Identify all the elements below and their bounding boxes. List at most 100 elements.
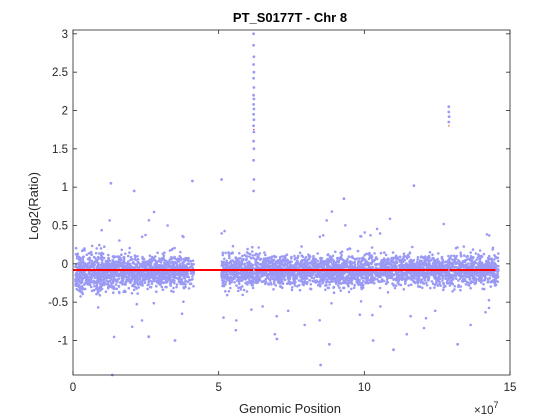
data-point [106, 259, 109, 263]
data-point [311, 264, 315, 268]
data-point [76, 283, 80, 287]
data-point [98, 266, 101, 270]
data-point [173, 339, 177, 342]
data-point [105, 282, 109, 286]
data-point [83, 249, 86, 252]
data-point [133, 278, 137, 282]
data-point [182, 300, 185, 304]
data-point [309, 271, 313, 275]
data-point [241, 278, 244, 282]
data-point [429, 286, 432, 290]
data-point [323, 275, 326, 278]
data-point [126, 261, 129, 265]
data-point [186, 280, 190, 284]
data-point [102, 256, 106, 260]
data-point [351, 265, 355, 269]
data-point [139, 280, 142, 283]
data-point [326, 280, 329, 283]
data-point [79, 285, 82, 289]
data-point [272, 254, 276, 258]
data-point [353, 257, 357, 261]
data-point [158, 270, 161, 274]
data-point [230, 273, 234, 276]
data-point [88, 275, 92, 278]
data-point [269, 256, 273, 260]
data-point [377, 279, 380, 283]
data-point [276, 259, 279, 263]
data-point [240, 261, 244, 264]
data-point [228, 256, 231, 260]
data-point [374, 273, 378, 276]
data-point [252, 70, 256, 74]
data-point [438, 275, 441, 279]
data-point [179, 275, 182, 278]
data-point [459, 285, 463, 288]
data-point [106, 266, 109, 269]
data-point [76, 255, 80, 258]
x-tick-label: 0 [70, 382, 76, 394]
data-point [97, 277, 101, 280]
data-point [346, 278, 349, 282]
data-point [241, 293, 244, 297]
data-point [397, 278, 401, 281]
data-point [351, 256, 355, 260]
data-point [112, 276, 116, 279]
data-point [347, 273, 351, 277]
data-point [122, 263, 125, 267]
data-point [344, 263, 348, 267]
data-point [407, 263, 410, 267]
data-point [275, 314, 279, 318]
data-point [302, 283, 306, 287]
data-point [424, 316, 428, 320]
data-point [175, 285, 178, 289]
data-point [441, 261, 445, 264]
data-point [272, 282, 276, 285]
data-point [149, 285, 153, 289]
data-point [234, 256, 238, 260]
data-point [109, 275, 112, 279]
data-point [246, 280, 250, 284]
data-point [379, 251, 383, 255]
data-point [220, 232, 223, 235]
data-point [402, 288, 406, 291]
data-point [96, 306, 100, 309]
data-point [243, 271, 246, 275]
data-point [486, 281, 490, 284]
data-point [491, 275, 495, 278]
data-point [469, 256, 473, 260]
data-point [153, 276, 157, 279]
x-tick-label: 15 [504, 382, 517, 394]
data-point [436, 257, 440, 261]
data-point [347, 290, 351, 294]
data-point [382, 272, 386, 276]
data-point [395, 259, 398, 263]
data-point [74, 273, 77, 277]
data-point [252, 118, 256, 122]
data-point [447, 105, 451, 109]
data-point [360, 284, 364, 287]
data-point [189, 259, 193, 263]
data-point [225, 276, 229, 280]
data-point [373, 282, 376, 285]
data-point [392, 278, 395, 281]
data-point [278, 264, 282, 268]
data-point [489, 274, 492, 277]
data-point [77, 288, 80, 292]
data-point [330, 210, 334, 213]
data-point [330, 271, 334, 275]
data-point [109, 266, 112, 270]
data-point [370, 246, 374, 249]
data-point [79, 281, 83, 285]
data-point [253, 276, 257, 280]
data-point [118, 291, 121, 295]
data-point [138, 277, 141, 281]
data-point [169, 266, 172, 269]
data-point [295, 263, 298, 266]
data-point [236, 257, 240, 261]
data-point [235, 265, 238, 269]
data-point [148, 258, 152, 261]
data-point [439, 262, 442, 265]
data-point [281, 275, 285, 278]
data-point [319, 257, 322, 261]
data-point [239, 286, 242, 289]
